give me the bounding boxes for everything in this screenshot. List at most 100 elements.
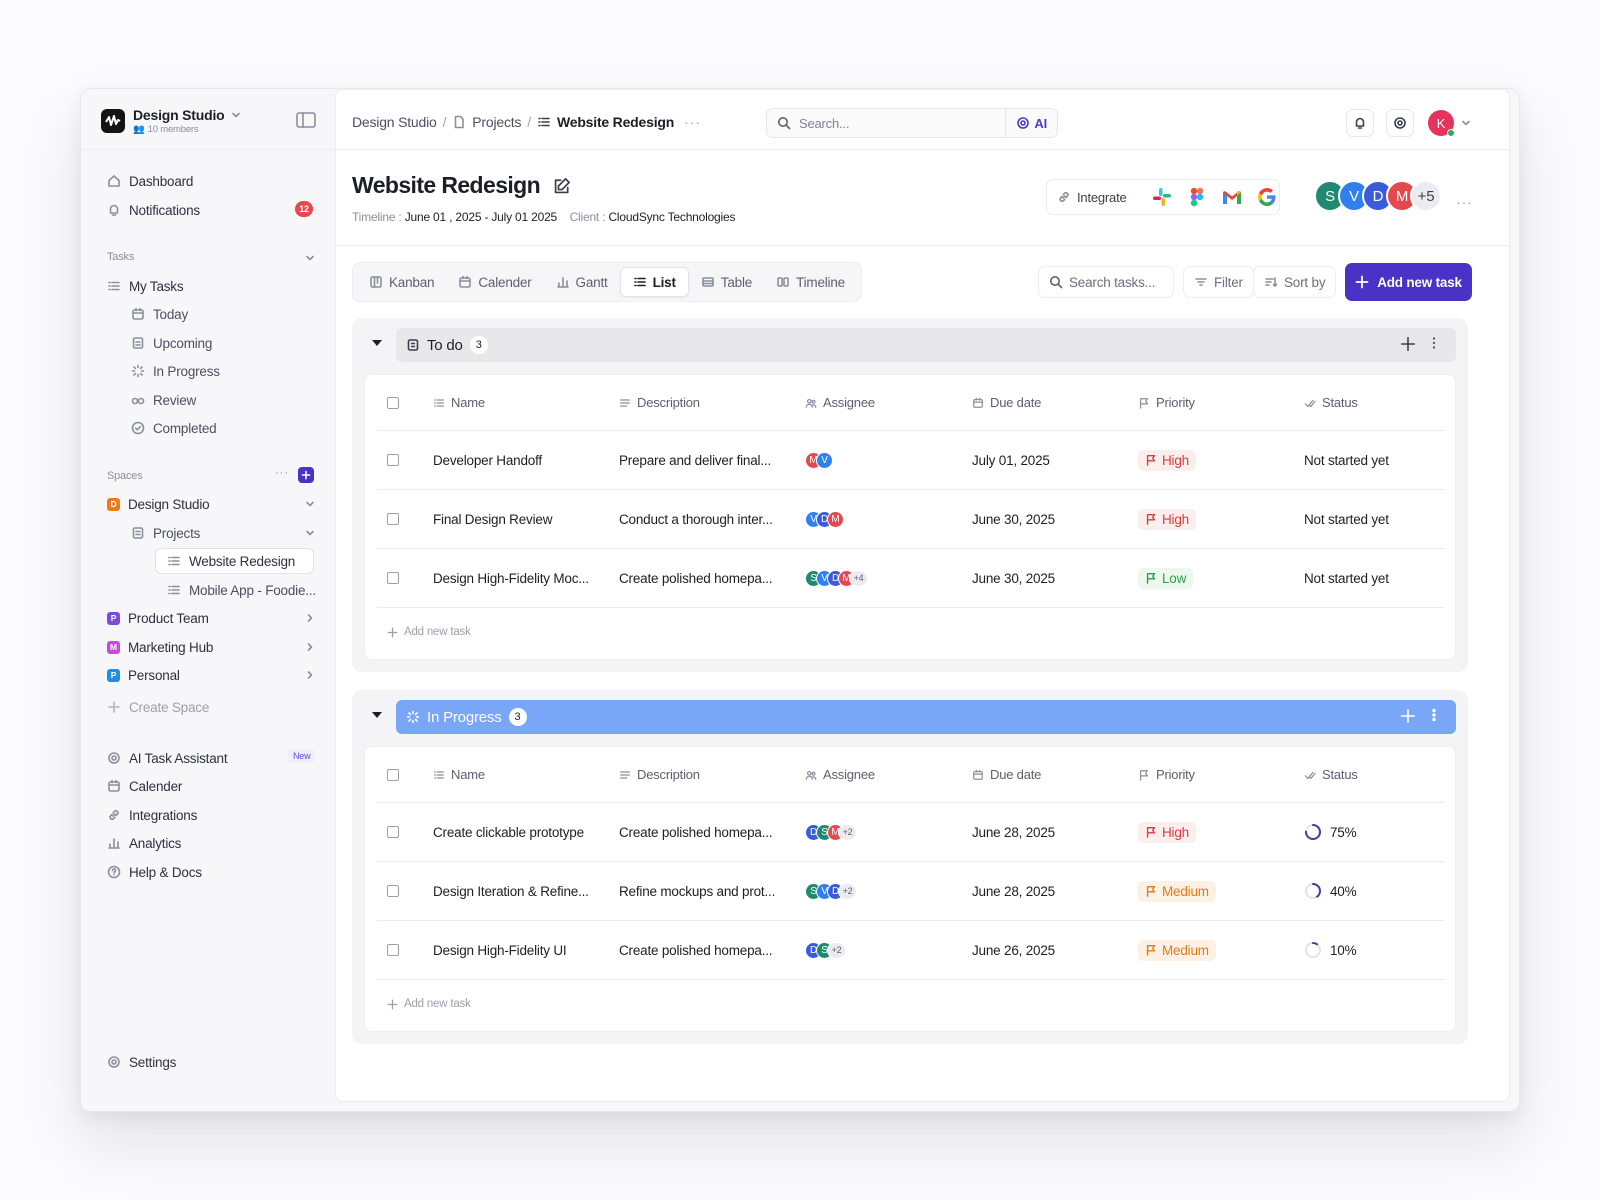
priority-badge[interactable]: Medium <box>1138 939 1216 961</box>
space-design-studio[interactable]: D Design Studio <box>107 493 210 515</box>
priority-badge[interactable]: High <box>1138 821 1196 843</box>
task-name[interactable]: Design High-Fidelity UI <box>433 942 567 958</box>
space-product-team[interactable]: P Product Team <box>107 607 209 629</box>
collapse-caret-icon[interactable] <box>372 340 382 346</box>
row-checkbox[interactable] <box>387 826 399 838</box>
tab-timeline[interactable]: Timeline <box>764 267 857 297</box>
task-name[interactable]: Design High-Fidelity Moc... <box>433 570 589 586</box>
sidebar-item-dashboard[interactable]: Dashboard <box>107 170 193 192</box>
group-header[interactable]: To do 3 <box>396 328 1456 362</box>
priority-badge[interactable]: Medium <box>1138 880 1216 902</box>
slack-icon[interactable] <box>1151 186 1173 208</box>
task-status[interactable]: 10% <box>1304 941 1357 959</box>
spaces-more-icon[interactable]: ··· <box>275 467 289 479</box>
ai-search-button[interactable]: AI <box>1005 109 1057 137</box>
group-header[interactable]: In Progress 3 <box>396 700 1456 734</box>
sidebar-item-my-tasks[interactable]: My Tasks <box>107 275 184 297</box>
workspace-switcher[interactable]: Design Studio 👥 10 members <box>101 107 243 135</box>
select-all-checkbox[interactable] <box>387 396 399 409</box>
space-marketing-hub[interactable]: M Marketing Hub <box>107 636 213 658</box>
tab-kanban[interactable]: Kanban <box>357 267 446 297</box>
chevron-down-icon[interactable] <box>303 251 317 265</box>
row-checkbox[interactable] <box>387 572 399 584</box>
column-header-description[interactable]: Description <box>619 767 700 782</box>
priority-badge[interactable]: High <box>1138 508 1196 530</box>
add-space-button[interactable] <box>298 467 314 483</box>
sidebar-toggle-icon[interactable] <box>296 111 316 129</box>
sidebar-item-help[interactable]: Help & Docs <box>107 861 202 883</box>
team-avatars[interactable]: S V D M +5 <box>1314 180 1442 212</box>
sidebar-item-calender[interactable]: Calender <box>107 775 182 797</box>
select-all-checkbox[interactable] <box>387 768 399 781</box>
column-header-name[interactable]: Name <box>433 767 485 782</box>
chevron-right-icon[interactable] <box>303 640 317 654</box>
task-name[interactable]: Developer Handoff <box>433 452 542 468</box>
sidebar-item-integrations[interactable]: Integrations <box>107 804 197 826</box>
chevron-down-icon[interactable] <box>1459 116 1473 130</box>
sidebar-item-ai-assistant[interactable]: AI Task Assistant <box>107 747 228 769</box>
sidebar-item-in-progress[interactable]: In Progress <box>131 360 220 382</box>
add-task-row-button[interactable]: Add new task <box>387 626 471 638</box>
sidebar-item-projects[interactable]: Projects <box>131 522 200 544</box>
crumb-current[interactable]: Website Redesign <box>556 114 675 130</box>
tab-gantt[interactable]: Gantt <box>544 267 620 297</box>
task-assignees[interactable]: S V D +2 <box>805 882 857 900</box>
task-status[interactable]: Not started yet <box>1304 512 1389 527</box>
chevron-right-icon[interactable] <box>303 668 317 682</box>
task-assignees[interactable]: D S +2 <box>805 941 846 959</box>
task-name[interactable]: Create clickable prototype <box>433 824 584 840</box>
task-name[interactable]: Design Iteration & Refine... <box>433 883 589 899</box>
sidebar-item-review[interactable]: Review <box>131 389 196 411</box>
task-name[interactable]: Final Design Review <box>433 511 553 527</box>
column-header-status[interactable]: Status <box>1304 395 1358 410</box>
table-row[interactable]: Design High-Fidelity UI Create polished … <box>377 921 1445 980</box>
filter-button[interactable]: Filter <box>1183 266 1254 298</box>
tab-calender[interactable]: Calender <box>446 267 543 297</box>
sidebar-item-notifications[interactable]: Notifications <box>107 199 200 221</box>
create-space-button[interactable]: Create Space <box>107 696 209 718</box>
sort-button[interactable]: Sort by <box>1253 266 1337 298</box>
integrate-button[interactable]: Integrate <box>1046 179 1280 215</box>
column-header-priority[interactable]: Priority <box>1138 395 1195 410</box>
column-header-priority[interactable]: Priority <box>1138 767 1195 782</box>
priority-badge[interactable]: Low <box>1138 567 1194 589</box>
column-header-assignee[interactable]: Assignee <box>805 767 875 782</box>
google-icon[interactable] <box>1256 186 1278 208</box>
chevron-right-icon[interactable] <box>303 611 317 625</box>
task-status[interactable]: Not started yet <box>1304 453 1389 468</box>
priority-badge[interactable]: High <box>1138 449 1196 471</box>
gmail-icon[interactable] <box>1221 186 1243 208</box>
sidebar-item-mobile-app[interactable]: Mobile App - Foodie... <box>167 579 316 601</box>
column-header-name[interactable]: Name <box>433 395 485 410</box>
row-checkbox[interactable] <box>387 454 399 466</box>
task-status[interactable]: Not started yet <box>1304 571 1389 586</box>
group-more-icon[interactable] <box>1432 708 1436 722</box>
row-checkbox[interactable] <box>387 885 399 897</box>
sidebar-item-analytics[interactable]: Analytics <box>107 832 181 854</box>
table-row[interactable]: Create clickable prototype Create polish… <box>377 803 1445 862</box>
sidebar-item-today[interactable]: Today <box>131 303 188 325</box>
group-add-icon[interactable] <box>1400 336 1416 352</box>
add-task-row-button[interactable]: Add new task <box>387 998 471 1010</box>
table-row[interactable]: Final Design Review Conduct a thorough i… <box>377 490 1445 549</box>
column-header-assignee[interactable]: Assignee <box>805 395 875 410</box>
column-header-description[interactable]: Description <box>619 395 700 410</box>
crumb-projects[interactable]: Projects <box>472 114 522 130</box>
sidebar-item-upcoming[interactable]: Upcoming <box>131 332 212 354</box>
table-row[interactable]: Developer Handoff Prepare and deliver fi… <box>377 431 1445 490</box>
notifications-button[interactable] <box>1346 109 1374 137</box>
table-row[interactable]: Design Iteration & Refine... Refine mock… <box>377 862 1445 921</box>
user-avatar[interactable]: K <box>1428 110 1455 137</box>
task-assignees[interactable]: D S M +2 <box>805 823 857 841</box>
chevron-down-icon[interactable] <box>303 526 317 540</box>
search-tasks-input[interactable]: Search tasks... <box>1038 266 1174 298</box>
project-more-icon[interactable]: ··· <box>1456 194 1473 210</box>
settings-button[interactable] <box>1386 109 1414 137</box>
task-status[interactable]: 75% <box>1304 823 1357 841</box>
global-search-input[interactable]: Search... AI <box>766 108 1058 138</box>
row-checkbox[interactable] <box>387 513 399 525</box>
sidebar-item-settings[interactable]: Settings <box>107 1051 176 1073</box>
row-checkbox[interactable] <box>387 944 399 956</box>
